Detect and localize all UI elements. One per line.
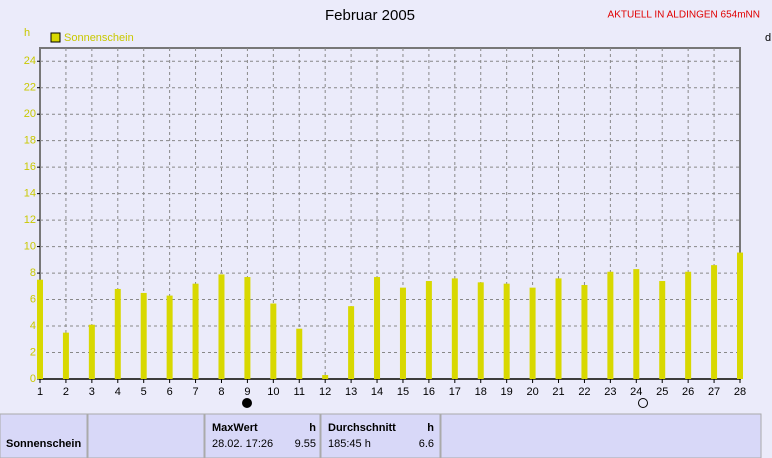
x-tick-label: 18 (475, 386, 487, 398)
y-tick-label: 22 (24, 82, 36, 94)
x-tick-label: 14 (371, 386, 383, 398)
bar (62, 332, 69, 379)
y2-axis-label: d (765, 32, 771, 44)
bar (685, 271, 692, 379)
avg-title: Durchschnitt (328, 422, 396, 434)
y-tick-label: 18 (24, 135, 36, 147)
y-axis-label: h (24, 27, 30, 39)
x-tick-label: 28 (734, 386, 746, 398)
bar (503, 283, 510, 379)
legend-swatch (50, 32, 61, 43)
x-tick-label: 7 (192, 386, 198, 398)
bar (114, 288, 121, 379)
y-tick-label: 24 (24, 55, 36, 67)
avg-total: 185:45 h (328, 438, 371, 450)
avg-unit: h (427, 422, 434, 434)
bar (555, 278, 562, 379)
bar (322, 375, 329, 379)
x-tick-label: 16 (423, 386, 435, 398)
bar (477, 282, 484, 379)
x-tick-label: 13 (345, 386, 357, 398)
bar (166, 295, 173, 379)
x-tick-label: 26 (682, 386, 694, 398)
x-tick-label: 27 (708, 386, 720, 398)
x-tick-label: 8 (218, 386, 224, 398)
x-tick-label: 6 (167, 386, 173, 398)
y-tick-label: 2 (30, 346, 36, 358)
x-tick-label: 19 (501, 386, 513, 398)
x-tick-label: 10 (267, 386, 279, 398)
bar (737, 252, 743, 379)
x-tick-label: 25 (656, 386, 668, 398)
y-tick-label: 10 (24, 241, 36, 253)
max-unit: h (309, 422, 316, 434)
bar (374, 277, 381, 379)
bar (659, 281, 666, 379)
x-tick-label: 24 (630, 386, 642, 398)
moon-full (242, 398, 252, 408)
x-tick-label: 3 (89, 386, 95, 398)
chart-title: Februar 2005 (325, 7, 415, 24)
cell (87, 413, 205, 458)
cell (440, 413, 762, 458)
x-tick-label: 9 (244, 386, 250, 398)
bar (348, 306, 355, 379)
cell (204, 413, 321, 458)
x-tick-label: 21 (552, 386, 564, 398)
bar (607, 271, 614, 379)
cell (0, 413, 88, 458)
y-tick-label: 20 (24, 108, 36, 120)
x-tick-label: 4 (115, 386, 121, 398)
max-value: 9.55 (295, 438, 316, 450)
bar (633, 269, 640, 379)
bar (270, 303, 277, 379)
x-tick-label: 20 (526, 386, 538, 398)
x-tick-label: 12 (319, 386, 331, 398)
legend-label: Sonnenschein (64, 32, 134, 44)
row-label: Sonnenschein (6, 438, 81, 450)
bar (140, 292, 147, 379)
bar (37, 279, 43, 379)
bar (244, 277, 251, 379)
bar (296, 328, 303, 379)
max-title: MaxWert (212, 422, 258, 434)
x-tick-label: 11 (294, 386, 305, 398)
y-tick-label: 0 (30, 373, 36, 385)
bar (192, 283, 199, 379)
bar (711, 265, 718, 379)
bar (425, 281, 432, 379)
x-tick-label: 1 (37, 386, 43, 398)
y-tick-label: 6 (30, 293, 36, 305)
x-tick-label: 23 (604, 386, 616, 398)
bar (399, 287, 406, 379)
y-tick-label: 4 (30, 320, 36, 332)
max-date: 28.02. 17:26 (212, 438, 273, 450)
summary-table: Sonnenschein MaxWert h 28.02. 17:26 9.55… (0, 413, 762, 458)
x-tick-label: 22 (578, 386, 590, 398)
x-tick-label: 2 (63, 386, 69, 398)
y-tick-label: 12 (24, 214, 36, 226)
x-tick-label: 15 (397, 386, 409, 398)
bar (88, 324, 95, 379)
y-tick-label: 16 (24, 161, 36, 173)
bar (218, 274, 225, 379)
bar (451, 278, 458, 379)
moon-new (638, 398, 648, 408)
x-tick-label: 17 (449, 386, 461, 398)
avg-value: 6.6 (419, 438, 434, 450)
y-tick-label: 8 (30, 267, 36, 279)
cell (320, 413, 441, 458)
subtitle: AKTUELL IN ALDINGEN 654mNN (608, 10, 760, 21)
bar (529, 287, 536, 379)
bar (581, 284, 588, 379)
x-tick-label: 5 (141, 386, 147, 398)
y-tick-label: 14 (24, 188, 36, 200)
